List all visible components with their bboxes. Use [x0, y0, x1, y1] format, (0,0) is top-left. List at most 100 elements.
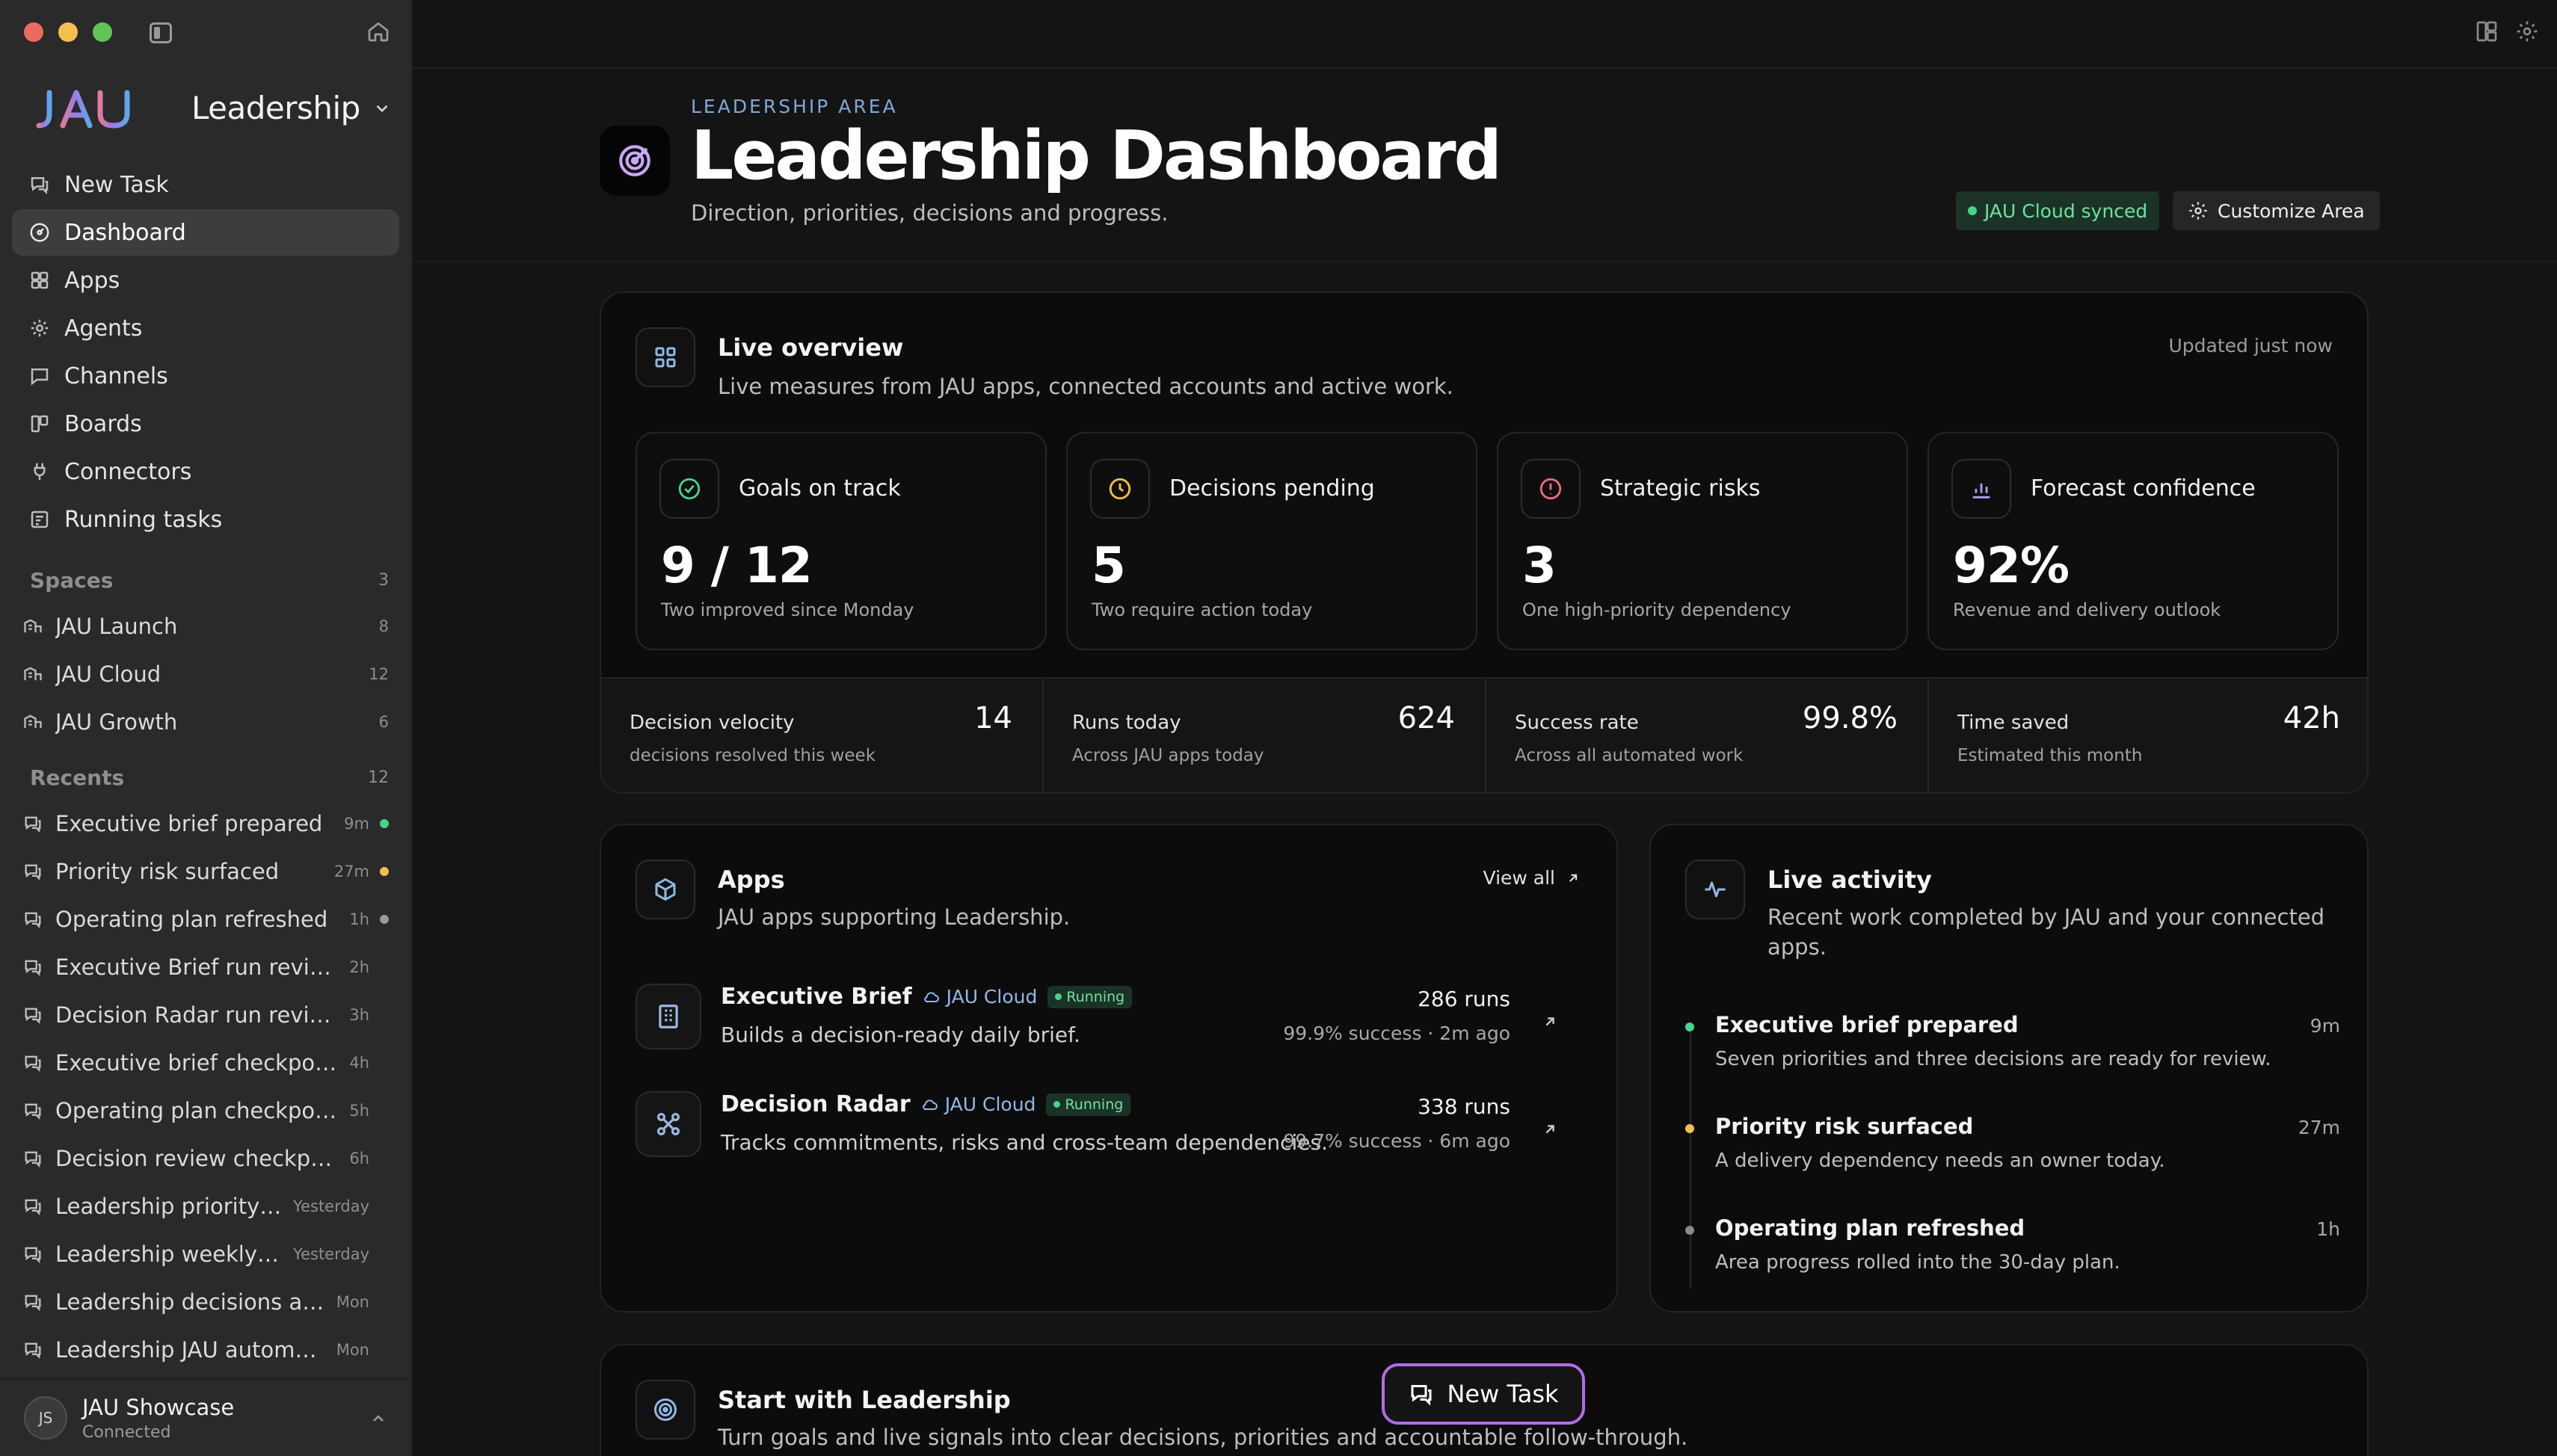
- recent-item[interactable]: Decision review checkpoint 6h: [12, 1135, 399, 1182]
- metric-card-forecast[interactable]: Forecast confidence 92% Revenue and deli…: [1927, 432, 2339, 650]
- dashboard-icon: [30, 223, 49, 242]
- user-status: Connected: [82, 1422, 171, 1442]
- nav-connectors[interactable]: Connectors: [12, 448, 399, 495]
- nav-dashboard[interactable]: Dashboard: [12, 209, 399, 256]
- app-icon: [636, 1091, 701, 1157]
- spaces-list: JAU Launch 8 JAU Cloud 12 JAU Growth 6: [12, 602, 399, 746]
- user-name: JAU Showcase: [82, 1394, 235, 1420]
- app-success: 99.7% success · 6m ago: [1283, 1130, 1510, 1152]
- space-item[interactable]: JAU Cloud 12: [12, 650, 399, 698]
- status-label: Running: [1065, 1096, 1124, 1113]
- nav-boards[interactable]: Boards: [12, 401, 399, 447]
- cloud-icon: [923, 991, 939, 1002]
- recent-item[interactable]: Operating plan checkpoint 5h: [12, 1087, 399, 1135]
- bar-chart-icon: [1972, 483, 1990, 499]
- stat-value: 14: [974, 701, 1012, 735]
- start-title: Start with Leadership: [718, 1386, 1011, 1414]
- app-row-decision-radar[interactable]: Decision Radar JAU Cloud Running Tracks …: [636, 1084, 1585, 1166]
- activity-item-desc: A delivery dependency needs an owner tod…: [1715, 1150, 2165, 1172]
- customize-label: Customize Area: [2218, 200, 2365, 222]
- area-eyebrow: LEADERSHIP AREA: [691, 96, 898, 117]
- user-account[interactable]: JS JAU Showcase Connected: [0, 1378, 413, 1456]
- recent-item[interactable]: Leadership priority plan Yesterday: [12, 1182, 399, 1230]
- recent-item[interactable]: Operating plan refreshed 1h: [12, 895, 399, 943]
- nav-label: Dashboard: [64, 219, 186, 246]
- workspace-switcher[interactable]: Leadership: [191, 90, 392, 126]
- stat-value: 624: [1397, 701, 1455, 735]
- space-icon: [24, 619, 42, 633]
- recent-item[interactable]: Executive brief prepared 9m: [12, 800, 399, 848]
- metric-card-goals[interactable]: Goals on track 9 / 12 Two improved since…: [636, 432, 1047, 650]
- zoom-window-button[interactable]: [93, 22, 112, 42]
- layout-icon[interactable]: [2475, 19, 2499, 43]
- metric-card-risks[interactable]: Strategic risks 3 One high-priority depe…: [1497, 432, 1908, 650]
- grid-icon: [655, 347, 676, 368]
- minimize-window-button[interactable]: [58, 22, 78, 42]
- nav-agents[interactable]: Agents: [12, 305, 399, 351]
- pulse-icon: [1705, 881, 1726, 898]
- app-source-label: JAU Cloud: [946, 986, 1038, 1008]
- new-task-button[interactable]: New Task: [1382, 1363, 1585, 1425]
- window-controls: [24, 22, 112, 42]
- app-row-executive-brief[interactable]: Executive Brief JAU Cloud Running Builds…: [636, 976, 1585, 1058]
- stat-runs-today: Runs today Across JAU apps today 624: [1044, 679, 1486, 792]
- status-label: Running: [1066, 988, 1125, 1005]
- activity-item-title: Executive brief prepared: [1715, 1012, 2019, 1037]
- jau-logo: [36, 90, 130, 129]
- new-task-label: New Task: [1447, 1380, 1559, 1408]
- activity-item-time: 9m: [2310, 1015, 2340, 1037]
- nav-running-tasks[interactable]: Running tasks: [12, 496, 399, 543]
- nav-channels[interactable]: Channels: [12, 353, 399, 399]
- activity-subtitle-line-1: Recent work completed by JAU and your co…: [1767, 904, 2325, 930]
- recent-label: Leadership priority plan: [55, 1194, 283, 1219]
- space-item[interactable]: JAU Launch 8: [12, 602, 399, 650]
- app-success: 99.9% success · 2m ago: [1283, 1022, 1510, 1044]
- close-window-button[interactable]: [24, 22, 43, 42]
- nav-apps[interactable]: Apps: [12, 257, 399, 303]
- app-source-label: JAU Cloud: [944, 1093, 1036, 1115]
- app-runs: 286 runs: [1418, 987, 1510, 1011]
- sidebar-toggle-icon[interactable]: [150, 22, 172, 43]
- header-divider: [413, 262, 2557, 263]
- recent-label: Leadership weekly sco...: [55, 1241, 283, 1267]
- recent-item[interactable]: Leadership decisions and ... Mon: [12, 1278, 399, 1326]
- chat-icon: [25, 1199, 41, 1216]
- metric-card-decisions[interactable]: Decisions pending 5 Two require action t…: [1066, 432, 1477, 650]
- recent-item[interactable]: Executive Brief run review 2h: [12, 943, 399, 991]
- activity-item-time: 1h: [2316, 1218, 2340, 1240]
- recent-item[interactable]: Priority risk surfaced 27m: [12, 848, 399, 895]
- recent-label: Priority risk surfaced: [55, 859, 280, 884]
- activity-title: Live activity: [1767, 866, 1932, 894]
- activity-item-title: Priority risk surfaced: [1715, 1114, 1974, 1139]
- recent-time: 2h: [349, 958, 369, 976]
- chevron-up-icon[interactable]: [369, 1410, 387, 1428]
- recents-header[interactable]: Recents 12: [30, 765, 389, 790]
- spaces-header[interactable]: Spaces 3: [30, 568, 389, 593]
- customize-area-button[interactable]: Customize Area: [2173, 191, 2380, 230]
- metric-icon: [1521, 459, 1581, 519]
- space-item[interactable]: JAU Growth 6: [12, 698, 399, 746]
- brand-logo[interactable]: [33, 84, 138, 136]
- nav-new-task[interactable]: New Task: [12, 161, 399, 208]
- page-title: Leadership Dashboard: [691, 117, 1502, 195]
- arrow-up-right-icon[interactable]: [1542, 1121, 1558, 1138]
- gear-icon[interactable]: [2515, 19, 2539, 43]
- gear-icon: [2189, 202, 2207, 220]
- home-icon[interactable]: [366, 19, 390, 43]
- recent-item[interactable]: Leadership weekly sco... Yesterday: [12, 1230, 399, 1278]
- arrow-up-right-icon[interactable]: [1542, 1014, 1558, 1030]
- cube-icon: [655, 878, 676, 901]
- arrow-up-right-icon: [1569, 874, 1578, 882]
- recent-item[interactable]: Leadership JAU automation... Mon: [12, 1326, 399, 1374]
- target-icon: [654, 1398, 677, 1421]
- recent-item[interactable]: Executive brief checkpoint 4h: [12, 1039, 399, 1087]
- view-all-link[interactable]: View all: [1483, 867, 1581, 889]
- recent-item[interactable]: Decision Radar run review 3h: [12, 991, 399, 1039]
- metric-label: Forecast confidence: [2031, 475, 2256, 502]
- status-dot: [1685, 1226, 1694, 1235]
- metric-note: One high-priority dependency: [1522, 599, 1791, 620]
- recent-label: Decision Radar run review: [55, 1002, 339, 1028]
- nav-label: Running tasks: [64, 506, 223, 533]
- recent-label: Operating plan checkpoint: [55, 1098, 339, 1123]
- chat-icon: [25, 1247, 41, 1264]
